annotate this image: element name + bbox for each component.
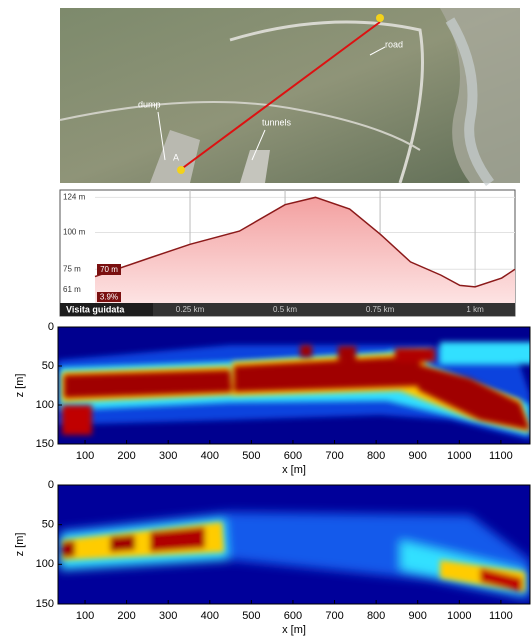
y-tick-label: 50: [42, 360, 54, 372]
x-tick-label: 900: [409, 610, 427, 622]
x-tick-label: 0.5 km: [273, 305, 297, 314]
y-axis-label: z [m]: [14, 533, 26, 557]
y-tick-label: 75 m: [63, 264, 81, 273]
x-tick-label: 800: [367, 450, 385, 462]
x-tick-label: 900: [409, 450, 427, 462]
figure: road dump tunnels A 61 m 75 m 100 m 124 m 0.…: [0, 0, 532, 637]
x-tick-label: 100: [76, 450, 94, 462]
y-tick-label: 150: [36, 598, 54, 610]
x-tick-label: 300: [159, 610, 177, 622]
aerial-photo: road dump tunnels A: [60, 8, 520, 183]
photo-label: dump: [138, 99, 161, 109]
x-tick-label: 500: [242, 610, 260, 622]
photo-label: A: [173, 152, 179, 162]
start-elevation: 70 m: [100, 265, 118, 274]
x-tick-label: 300: [159, 450, 177, 462]
y-axis-label: z [m]: [14, 374, 26, 398]
x-tick-label: 1 km: [466, 305, 484, 314]
page: road dump tunnels A 61 m 75 m 100 m 124 m 0.…: [0, 0, 532, 637]
x-tick-label: 200: [117, 610, 135, 622]
x-tick-label: 1100: [489, 450, 513, 462]
x-tick-label: 100: [76, 610, 94, 622]
guided-tour-label[interactable]: Visita guidata: [66, 304, 125, 314]
x-tick-label: 400: [201, 610, 219, 622]
y-tick-label: 100 m: [63, 228, 86, 237]
x-tick-label: 0.75 km: [366, 305, 395, 314]
photo-label: tunnels: [262, 117, 292, 127]
x-tick-label: 700: [325, 610, 343, 622]
x-tick-label: 500: [242, 450, 260, 462]
x-tick-label: 200: [117, 450, 135, 462]
x-tick-label: 1000: [447, 450, 471, 462]
x-tick-label: 1000: [447, 610, 471, 622]
y-tick-label: 0: [48, 479, 54, 491]
x-tick-label: 600: [284, 450, 302, 462]
y-tick-label: 100: [36, 558, 54, 570]
y-tick-label: 50: [42, 519, 54, 531]
y-tick-label: 124 m: [63, 192, 86, 201]
x-axis-label: x [m]: [282, 464, 306, 476]
x-tick-label: 700: [325, 450, 343, 462]
photo-label: road: [385, 39, 403, 49]
x-tick-label: 600: [284, 610, 302, 622]
y-tick-label: 0: [48, 321, 54, 333]
y-tick-label: 100: [36, 399, 54, 411]
x-tick-label: 0.25 km: [176, 305, 205, 314]
x-tick-label: 400: [201, 450, 219, 462]
x-axis-label: x [m]: [282, 624, 306, 636]
y-tick-label: 61 m: [63, 285, 81, 294]
x-tick-label: 800: [367, 610, 385, 622]
start-grade: 3.9%: [100, 293, 118, 302]
y-tick-label: 150: [36, 438, 54, 450]
radargram-texture: [58, 485, 530, 604]
x-tick-label: 1100: [489, 610, 513, 622]
